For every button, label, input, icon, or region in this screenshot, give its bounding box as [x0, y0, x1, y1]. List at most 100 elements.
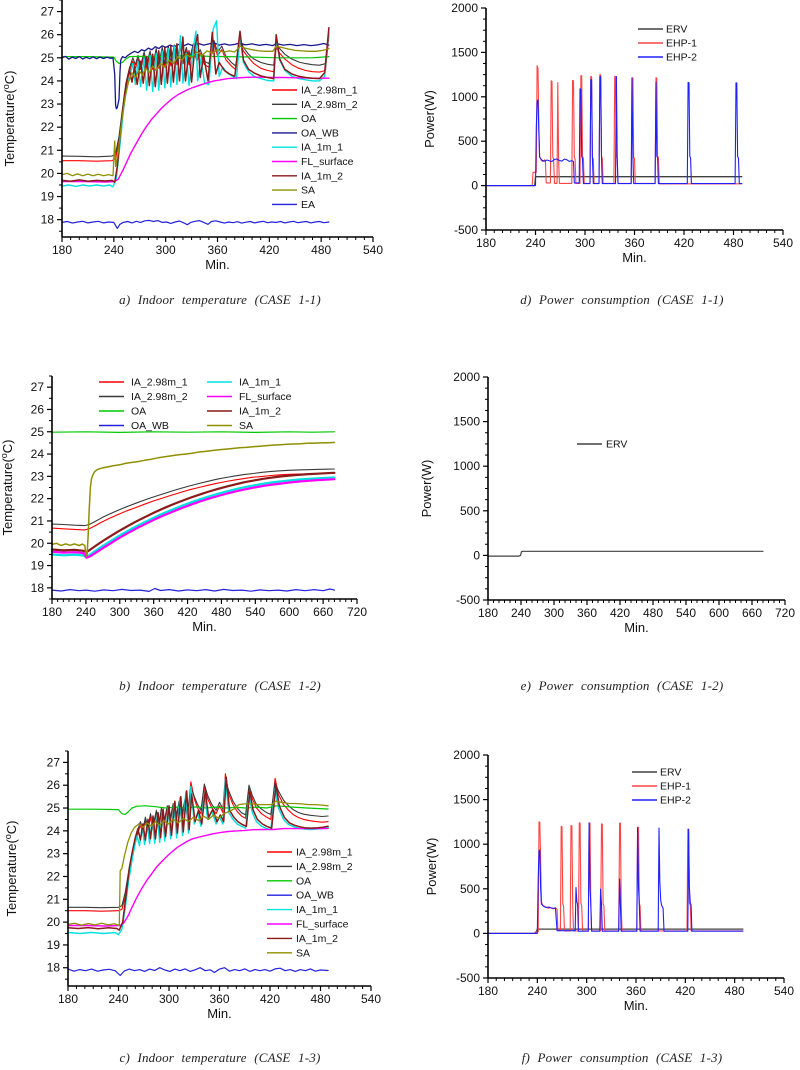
legend-label-EHP-1: EHP-1: [666, 38, 697, 50]
x-tick-label: 540: [676, 606, 696, 620]
y-tick-label: 1500: [453, 415, 480, 429]
y-tick-label: 20: [41, 166, 55, 180]
y-tick-label: 27: [47, 755, 61, 769]
y-tick-label: 500: [460, 882, 480, 896]
series-IA_1m_2: [61, 26, 330, 183]
y-tick-label: 25: [41, 51, 55, 65]
legend-label-FL_surface: FL_surface: [301, 156, 354, 168]
y-tick-label: 0: [471, 179, 478, 193]
caption-f: f) Power consumption (CASE 1-3): [521, 1050, 723, 1065]
legend-label-IA_1m_2: IA_1m_2: [301, 170, 343, 182]
x-tick-label: 720: [775, 606, 795, 620]
series-IA_2.98m_2: [67, 780, 329, 909]
caption-e: e) Power consumption (CASE 1-2): [520, 678, 724, 693]
y-axis-title: Temperature(oC): [3, 820, 19, 916]
y-tick-label: 2000: [451, 1, 478, 15]
x-tick-label: 540: [774, 984, 794, 998]
series-FL_surface: [67, 827, 329, 927]
legend-label-IA_1m_2: IA_1m_2: [239, 406, 281, 418]
chart-b-canvas: 18 19 20 21 22 23 24 25 26 27 180 240 300 360 420 480 54…: [0, 375, 367, 634]
x-axis-title: Min.: [624, 998, 649, 1013]
y-tick-label: 19: [47, 938, 61, 952]
x-tick-label: 480: [643, 606, 663, 620]
series-EHP-2: [487, 822, 744, 934]
y-tick-label: 21: [31, 514, 45, 528]
legend-label-OA: OA: [131, 406, 146, 418]
series-IA_2.98m_1: [51, 472, 335, 531]
caption-c: c) Indoor temperature (CASE 1-3): [119, 1050, 321, 1065]
x-tick-label: 300: [110, 605, 130, 619]
x-tick-label: 240: [76, 605, 96, 619]
y-axis-title: Power(W): [424, 838, 439, 896]
legend-label-EHP-2: EHP-2: [666, 52, 697, 64]
chart-f-canvas: -500 0 500 1000 1500 2000 180 240 300 360 420 480 54…: [424, 748, 794, 1013]
x-axis-title: Min.: [205, 257, 230, 272]
y-tick-label: 18: [47, 961, 61, 975]
x-tick-label: 720: [347, 605, 367, 619]
series-OA: [67, 805, 329, 816]
x-tick-label: 300: [159, 992, 179, 1006]
y-tick-label: 1000: [451, 90, 478, 104]
y-tick-label: 1500: [451, 45, 478, 59]
chart-a-canvas: 18 19 20 21 22 23 24 25 26 27 180 240 300 360 420 480 54…: [1, 0, 383, 272]
x-tick-label: 600: [709, 606, 729, 620]
x-tick-label: 480: [311, 243, 331, 257]
y-axis-title: Temperature(oC): [0, 439, 15, 535]
y-tick-label: 1000: [453, 459, 480, 473]
x-tick-label: 360: [144, 605, 164, 619]
y-tick-label: 0: [473, 548, 480, 562]
legend-label-EHP-1: EHP-1: [660, 781, 691, 793]
x-tick-label: 540: [773, 236, 793, 250]
x-tick-label: 180: [476, 236, 496, 250]
y-tick-label: -500: [456, 971, 480, 985]
x-tick-label: 180: [42, 605, 62, 619]
legend-label-IA_2.98m_1: IA_2.98m_1: [131, 377, 188, 389]
y-tick-label: 27: [41, 5, 55, 19]
x-tick-label: 540: [361, 992, 381, 1006]
x-tick-label: 480: [310, 992, 330, 1006]
x-tick-label: 240: [525, 236, 545, 250]
chart-d-canvas: -500 0 500 1000 1500 2000 180 240 300 360 420 480 54…: [422, 1, 793, 265]
y-tick-label: 24: [41, 74, 55, 88]
x-tick-label: 420: [178, 605, 198, 619]
y-axis-title: Power(W): [422, 90, 437, 148]
y-tick-label: 0: [473, 926, 480, 940]
series-IA_2.98m_2: [51, 468, 335, 527]
legend-label-IA_2.98m_1: IA_2.98m_1: [296, 847, 353, 859]
series-ERV: [487, 550, 764, 557]
x-tick-label: 660: [742, 606, 762, 620]
x-tick-label: 180: [478, 606, 498, 620]
y-axis-title: Temperature(oC): [1, 70, 17, 166]
series-IA_1m_2: [67, 776, 329, 931]
y-tick-label: 22: [41, 120, 55, 134]
x-axis-title: Min.: [622, 250, 647, 265]
x-tick-label: 420: [610, 606, 630, 620]
x-tick-label: 660: [313, 605, 333, 619]
y-tick-label: 1000: [453, 837, 480, 851]
legend-label-FL_surface: FL_surface: [296, 919, 349, 931]
y-tick-label: 26: [47, 778, 61, 792]
legend-label-IA_2.98m_1: IA_2.98m_1: [301, 85, 358, 97]
chart-c-canvas: 18 19 20 21 22 23 24 25 26 27 180 240 300 360 420 480 54…: [3, 750, 381, 1021]
y-tick-label: 22: [31, 492, 45, 506]
y-tick-label: 21: [47, 892, 61, 906]
y-tick-label: 25: [31, 425, 45, 439]
series-IA_1m_2: [50, 471, 336, 554]
x-axis-title: Min.: [624, 620, 649, 635]
legend-label-EA: EA: [301, 199, 315, 211]
legend-label-IA_2.98m_2: IA_2.98m_2: [296, 861, 353, 873]
y-tick-label: 20: [31, 536, 45, 550]
x-tick-label: 240: [104, 243, 124, 257]
legend-label-SA: SA: [301, 185, 315, 197]
series-FL_surface: [61, 76, 330, 183]
x-tick-label: 300: [544, 606, 564, 620]
legend-label-ERV: ERV: [606, 439, 627, 451]
x-tick-label: 420: [260, 992, 280, 1006]
x-tick-label: 300: [577, 984, 597, 998]
y-tick-label: 23: [31, 469, 45, 483]
x-axis-title: Min.: [207, 1006, 232, 1021]
legend-label-SA: SA: [239, 420, 253, 432]
series-EHP-1: [487, 821, 744, 934]
y-tick-label: 18: [31, 581, 45, 595]
